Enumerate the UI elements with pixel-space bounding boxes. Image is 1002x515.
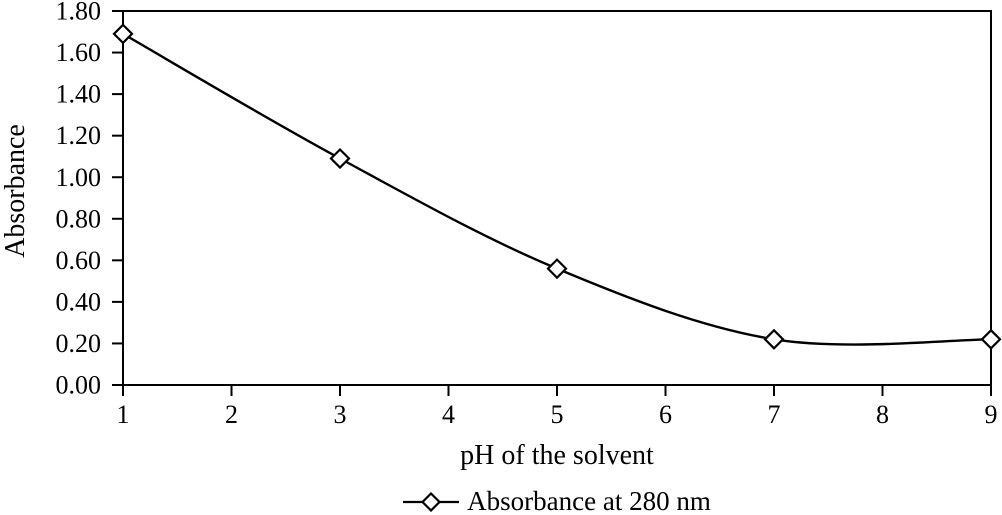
x-tick-label: 2: [225, 400, 238, 429]
y-tick-label: 1.60: [56, 38, 102, 67]
x-tick-label: 1: [117, 400, 130, 429]
x-tick-label: 9: [985, 400, 998, 429]
y-tick-label: 0.00: [56, 371, 102, 400]
y-tick-label: 1.40: [56, 80, 102, 109]
y-tick-label: 1.00: [56, 163, 102, 192]
x-tick-label: 8: [876, 400, 889, 429]
x-tick-label: 4: [442, 400, 455, 429]
x-tick-label: 6: [659, 400, 672, 429]
x-tick-label: 3: [334, 400, 347, 429]
legend-series-label: Absorbance at 280 nm: [467, 486, 711, 515]
y-tick-label: 1.80: [56, 0, 102, 26]
y-tick-label: 0.80: [56, 204, 102, 233]
y-tick-label: 1.20: [56, 121, 102, 150]
legend-marker-icon: [403, 491, 460, 512]
y-tick-label: 0.40: [56, 287, 102, 316]
data-point-marker: [763, 328, 785, 350]
y-tick-label: 0.20: [56, 329, 102, 358]
series-line: [122, 32, 992, 346]
plot-border: [122, 10, 992, 386]
data-point-marker: [329, 147, 351, 170]
data-point-marker: [546, 258, 568, 280]
y-tick-label: 0.60: [56, 246, 102, 275]
data-point-marker: [980, 328, 1002, 350]
data-point-marker: [112, 23, 134, 45]
x-axis-title: pH of the solvent: [460, 440, 654, 471]
y-axis-title: Absorbance: [0, 124, 31, 258]
x-tick-label: 5: [551, 400, 564, 429]
x-tick-label: 7: [768, 400, 781, 429]
legend: Absorbance at 280 nm: [123, 486, 991, 515]
